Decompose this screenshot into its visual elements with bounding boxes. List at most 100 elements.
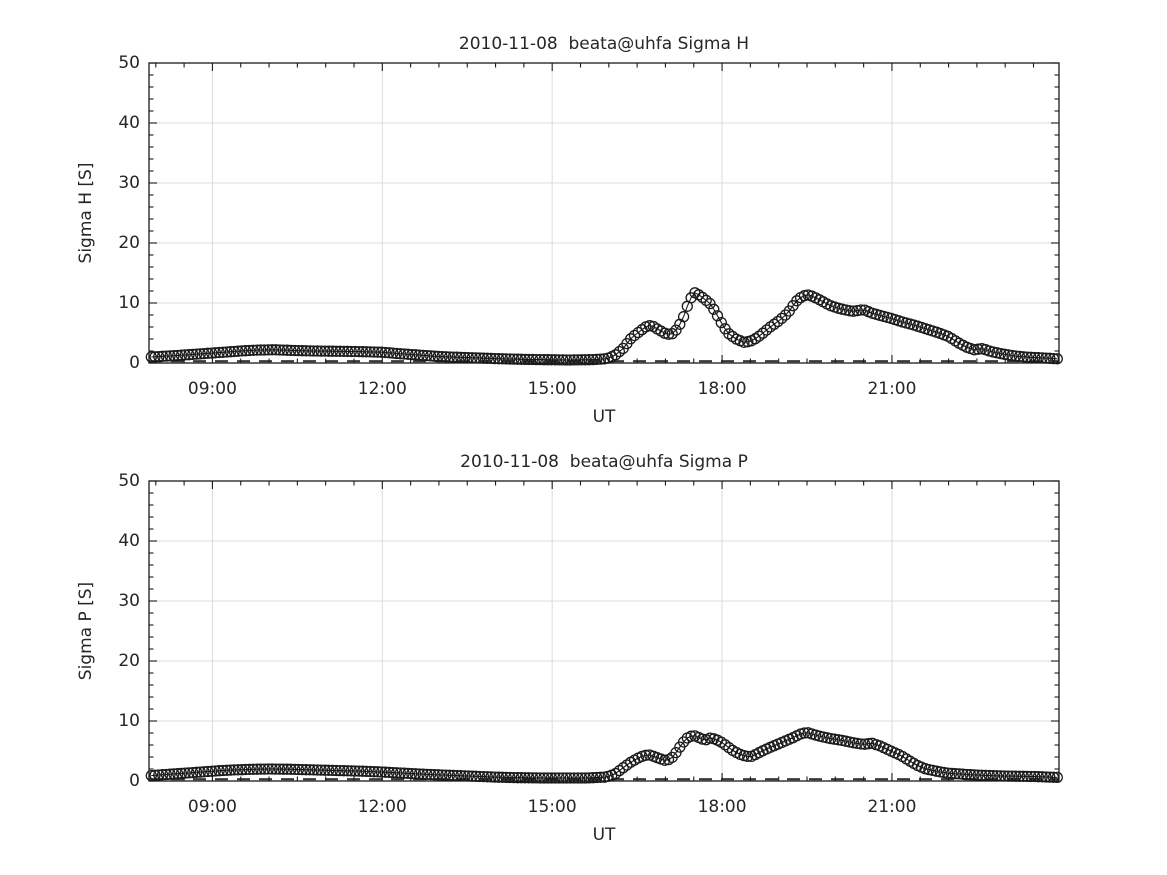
data-point-circle <box>345 345 357 358</box>
data-point-circle <box>1010 350 1022 362</box>
data-point-circle <box>923 763 935 776</box>
data-point-circle <box>643 320 656 332</box>
data-point-circle <box>304 764 316 776</box>
data-point-circle <box>236 345 248 357</box>
data-point-circle <box>187 766 199 779</box>
data-point-circle <box>183 767 195 779</box>
y-tick-label: 10 <box>118 293 140 313</box>
data-point-circle <box>776 312 788 325</box>
data-point-circle <box>413 349 425 361</box>
data-point-circle <box>168 768 180 780</box>
data-point-circle <box>700 294 712 307</box>
data-point-circle <box>832 734 844 746</box>
data-point-circle <box>961 768 973 781</box>
data-point-circle <box>190 766 203 778</box>
data-point-circle <box>1002 349 1014 361</box>
data-markers <box>145 287 1063 366</box>
data-point-circle <box>409 349 422 361</box>
data-point-circle <box>508 353 520 365</box>
data-point-circle <box>164 768 176 780</box>
data-point-circle <box>224 764 237 776</box>
data-point-circle <box>270 763 282 775</box>
data-point-circle <box>677 311 690 323</box>
y-tick-label: 40 <box>118 113 140 133</box>
data-point-circle <box>236 764 248 776</box>
data-point-circle <box>534 772 546 784</box>
data-point-circle <box>560 772 573 784</box>
data-point-circle <box>160 768 173 781</box>
data-point-circle <box>239 345 252 357</box>
data-point-circle <box>723 328 735 340</box>
data-point-circle <box>224 346 237 358</box>
data-point-circle <box>417 349 429 362</box>
data-point-circle <box>768 318 780 330</box>
x-tick-label: 18:00 <box>698 379 747 399</box>
x-tick-label: 21:00 <box>867 797 916 817</box>
data-point-circle <box>583 772 595 784</box>
data-point-circle <box>424 350 437 362</box>
data-point-circle <box>175 349 188 361</box>
data-point-circle <box>613 764 626 777</box>
data-point-circle <box>945 767 958 780</box>
x-axis-label: UT <box>593 825 616 845</box>
data-point-circle <box>368 766 380 778</box>
data-point-circle <box>255 763 267 775</box>
data-point-circle <box>443 769 456 781</box>
data-point-circle <box>179 349 191 361</box>
data-point-circle <box>179 767 191 779</box>
data-point-circle <box>564 772 576 784</box>
data-point-circle <box>609 767 622 780</box>
data-point-circle <box>273 344 286 356</box>
data-point-circle <box>357 346 369 358</box>
data-point-circle <box>326 345 339 357</box>
data-point-circle <box>436 769 448 781</box>
data-point-circle <box>190 348 203 360</box>
data-point-circle <box>447 351 459 363</box>
data-point-circle <box>553 772 565 784</box>
sigma-h-subplot <box>145 62 1063 366</box>
data-point-circle <box>685 730 697 742</box>
data-point-circle <box>632 326 644 339</box>
data-point-circle <box>315 764 327 776</box>
data-point-circle <box>440 351 452 363</box>
data-point-circle <box>390 347 403 360</box>
data-point-circle <box>334 764 346 777</box>
data-point-circle <box>1040 771 1052 783</box>
data-point-circle <box>160 350 173 362</box>
data-point-circle <box>591 353 603 366</box>
data-point-circle <box>334 345 346 357</box>
data-point-circle <box>375 346 388 358</box>
data-point-circle <box>851 737 863 750</box>
data-point-circle <box>217 764 229 777</box>
data-point-circle <box>526 353 539 366</box>
data-point-circle <box>1036 771 1048 783</box>
data-point-circle <box>715 316 727 329</box>
axes-box <box>148 480 1060 782</box>
sigma-p-subplot <box>145 480 1063 784</box>
data-point-circle <box>217 346 229 358</box>
data-point-circle <box>307 764 320 776</box>
data-point-circle <box>708 303 720 315</box>
data-point-circle <box>428 350 441 362</box>
data-point-circle <box>232 764 244 776</box>
data-point-circle <box>504 353 516 365</box>
data-point-circle <box>209 347 222 359</box>
axis-ticks <box>149 62 1059 364</box>
y-tick-label: 50 <box>118 53 140 73</box>
data-point-circle <box>553 354 565 366</box>
data-point-circle <box>972 769 984 781</box>
data-point-circle <box>949 768 962 780</box>
data-point-circle <box>515 353 527 365</box>
data-point-circle <box>228 345 240 358</box>
grid-lines <box>149 481 1059 781</box>
data-point-circle <box>172 349 184 362</box>
data-point-circle <box>530 772 542 784</box>
data-point-circle <box>341 765 354 777</box>
y-tick-label: 30 <box>118 591 140 611</box>
data-point-circle <box>1044 771 1056 783</box>
data-point-circle <box>402 767 414 780</box>
data-point-circle <box>175 767 188 780</box>
data-point-circle <box>545 354 558 366</box>
data-point-circle <box>572 772 584 784</box>
data-point-circle <box>398 348 410 360</box>
